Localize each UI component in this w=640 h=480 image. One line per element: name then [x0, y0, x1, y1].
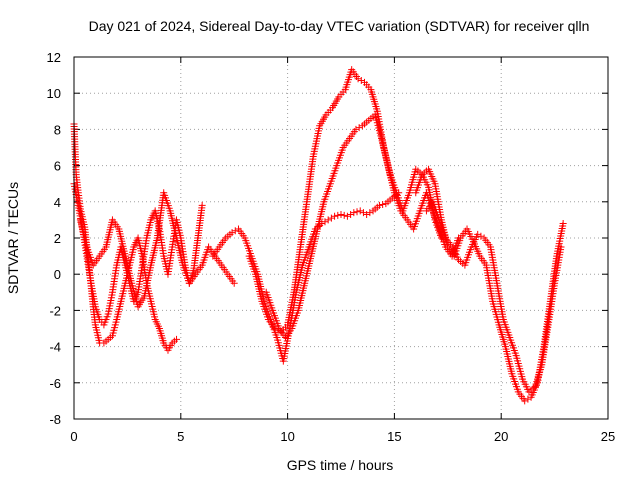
- series-sat-c: [76, 189, 238, 311]
- y-tick-label: 12: [47, 50, 61, 65]
- x-tick-label: 15: [387, 429, 401, 444]
- data-point: [340, 211, 348, 219]
- data-point: [359, 209, 367, 217]
- y-tick-label: 4: [54, 195, 61, 210]
- data-point: [337, 210, 345, 218]
- series-sat-e: [245, 66, 445, 336]
- data-point: [379, 201, 387, 209]
- data-point: [228, 229, 236, 237]
- data-point: [334, 211, 342, 219]
- data-point: [350, 209, 358, 217]
- y-tick-label: -4: [49, 340, 61, 355]
- data-point: [173, 335, 181, 343]
- data-point: [230, 279, 238, 287]
- x-tick-label: 0: [70, 429, 77, 444]
- x-tick-label: 20: [494, 429, 508, 444]
- data-point: [521, 397, 529, 405]
- data-point: [357, 77, 365, 85]
- series-sat-f: [262, 111, 462, 342]
- data-point: [559, 220, 567, 228]
- data-point: [331, 212, 339, 220]
- y-tick-label: -6: [49, 376, 61, 391]
- data-point: [356, 207, 364, 215]
- data-point: [353, 208, 361, 216]
- x-axis-label: GPS time / hours: [287, 457, 394, 473]
- y-tick-label: 2: [54, 231, 61, 246]
- data-point: [375, 201, 383, 209]
- data-point: [557, 243, 565, 251]
- data-point: [474, 230, 482, 238]
- plot-frame: [73, 56, 609, 420]
- data-point: [347, 210, 355, 218]
- data-point: [477, 232, 485, 240]
- data-point: [352, 125, 360, 133]
- y-tick-label: -2: [49, 303, 61, 318]
- y-tick-label: 8: [54, 122, 61, 137]
- data-points: [70, 66, 567, 405]
- data-point: [366, 209, 374, 217]
- data-point: [363, 210, 371, 218]
- y-tick-label: 6: [54, 159, 61, 174]
- y-axis-label: SDTVAR / TECUs: [5, 182, 21, 294]
- data-point: [327, 214, 335, 222]
- data-point: [524, 395, 532, 403]
- data-point: [324, 216, 332, 224]
- y-tick-label: -8: [49, 412, 61, 427]
- data-point: [354, 75, 362, 83]
- data-point: [343, 212, 351, 220]
- data-point: [355, 124, 363, 132]
- axis-ticks: 0 5 10 15 20 25 -8 -6 -4 -2 0 2 4 6 8 10 12: [47, 50, 616, 444]
- data-point: [198, 201, 206, 209]
- x-tick-label: 25: [601, 429, 615, 444]
- x-tick-label: 5: [177, 429, 184, 444]
- y-tick-label: 0: [54, 267, 61, 282]
- chart-title: Day 021 of 2024, Sidereal Day-to-day VTE…: [89, 18, 590, 34]
- x-tick-label: 10: [280, 429, 294, 444]
- series-sat-h: [422, 198, 565, 396]
- y-tick-label: 10: [47, 86, 61, 101]
